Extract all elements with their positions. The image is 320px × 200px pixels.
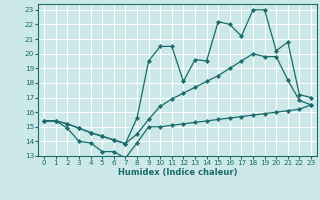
X-axis label: Humidex (Indice chaleur): Humidex (Indice chaleur) (118, 168, 237, 177)
